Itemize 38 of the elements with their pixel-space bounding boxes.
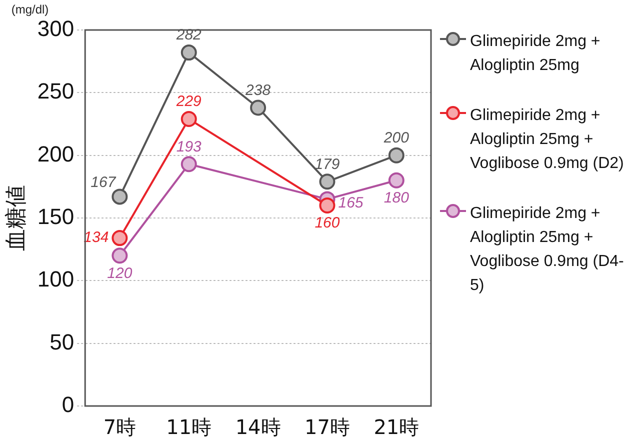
point (250, 100, 266, 116)
y-tick-label: 150 (37, 204, 74, 230)
legend-label: Glimepiride 2mg + Alogliptin 25mg + Voglibose 0.9mg (D4-5) (470, 204, 625, 296)
y-axis-title: 血糖値 (4, 185, 29, 251)
point (180, 44, 197, 61)
data-label: 167 (90, 174, 116, 191)
data-label: 179 (314, 156, 340, 173)
x-tick-label: 11時 (166, 415, 212, 440)
data-label: 229 (175, 93, 202, 110)
data-label: 120 (107, 264, 133, 282)
point (319, 197, 336, 214)
data-label: 193 (176, 138, 202, 156)
point (319, 174, 336, 190)
y-tick-label: 50 (50, 329, 74, 354)
data-label: 238 (244, 82, 272, 99)
data-label: 160 (314, 214, 340, 232)
y-tick-label: 0 (62, 392, 74, 418)
x-tick-label: 14時 (235, 415, 281, 440)
legend-label: Glimepiride 2mg + Alogliptin 25mg + Voglibose 0.9mg (D2) (470, 106, 625, 174)
y-tick-label: 200 (37, 141, 74, 166)
x-tick-label: 7時 (103, 415, 136, 440)
x-tick-label: 17時 (304, 415, 350, 440)
data-label: 180 (384, 190, 410, 207)
point (112, 248, 128, 264)
data-label: 200 (382, 130, 410, 147)
x-tick-label: 21時 (374, 415, 420, 440)
y-tick-label: 100 (37, 266, 74, 292)
legend-label: Glimepiride 2mg + Alogliptin 25mg (470, 32, 602, 76)
point (112, 188, 128, 205)
point (180, 110, 197, 127)
text: (mg/dl) (11, 2, 49, 16)
point (180, 156, 197, 172)
data-label: 165 (338, 194, 364, 212)
point (388, 147, 404, 164)
y-tick-label: 300 (37, 16, 74, 42)
point (112, 230, 128, 246)
y-tick-label: 250 (37, 78, 74, 104)
point (388, 172, 404, 188)
